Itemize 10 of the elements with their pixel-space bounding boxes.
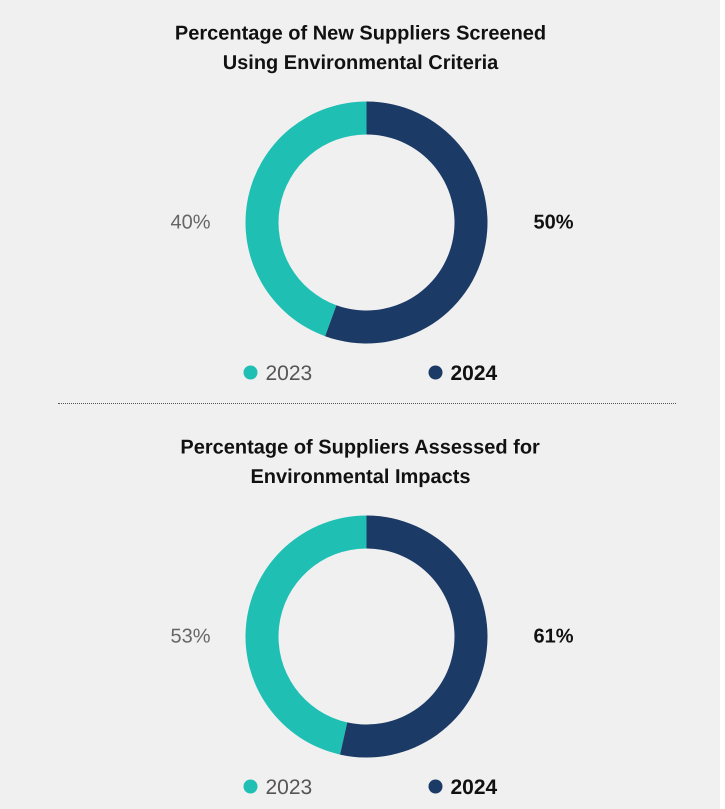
data-label: 40%: [170, 212, 211, 234]
chart-title: Percentage of New Suppliers Screened Using Environmental Criteria: [174, 22, 546, 74]
legend-label: 2023: [266, 362, 312, 385]
data-label: 53%: [170, 626, 211, 648]
legend-label: 2024: [450, 362, 498, 385]
data-label: 61%: [533, 626, 574, 648]
legend-label: 2023: [266, 776, 312, 799]
chart-title: Percentage of Suppliers Assessed for Environmental Impacts: [180, 436, 540, 488]
data-label: 50%: [533, 212, 574, 234]
legend-label: 2024: [450, 776, 498, 799]
